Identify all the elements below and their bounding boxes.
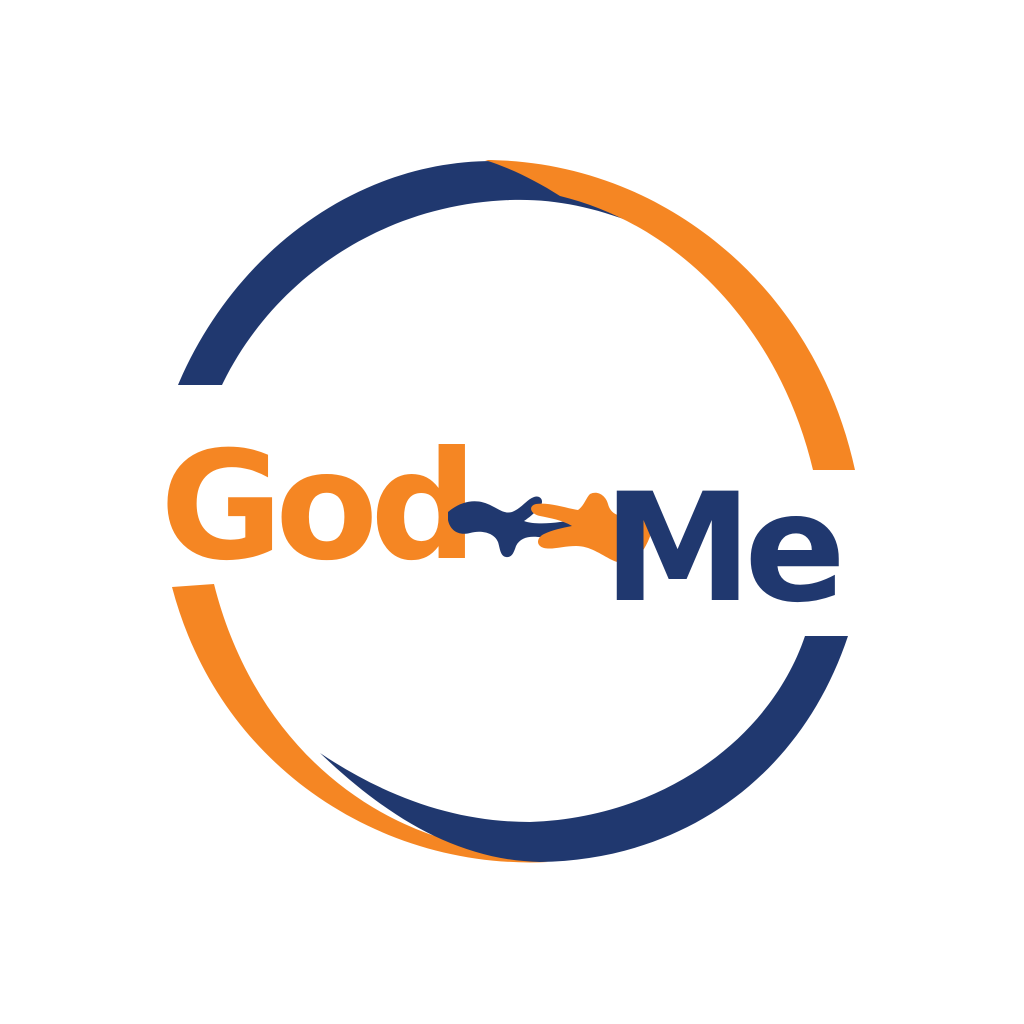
ring-upper-orange-arc: [485, 160, 855, 470]
hand-left-navy: [448, 496, 576, 558]
ring-swoosh-icon: [172, 160, 855, 863]
logo-word-god: God: [160, 420, 470, 594]
ring-lower-navy-arc: [320, 636, 848, 862]
hand-right-orange: [531, 492, 653, 563]
ring-upper-navy-arc: [178, 160, 688, 385]
reaching-hands-icon: [448, 492, 653, 563]
ring-lower-orange-arc: [172, 584, 548, 863]
logo-word-me: Me: [603, 462, 839, 636]
